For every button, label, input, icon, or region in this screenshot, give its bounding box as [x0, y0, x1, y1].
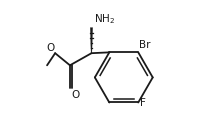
Text: F: F [140, 98, 146, 108]
Text: NH$_2$: NH$_2$ [93, 13, 115, 26]
Polygon shape [90, 28, 93, 53]
Text: O: O [71, 89, 79, 100]
Text: Br: Br [139, 40, 151, 50]
Text: O: O [46, 43, 54, 52]
